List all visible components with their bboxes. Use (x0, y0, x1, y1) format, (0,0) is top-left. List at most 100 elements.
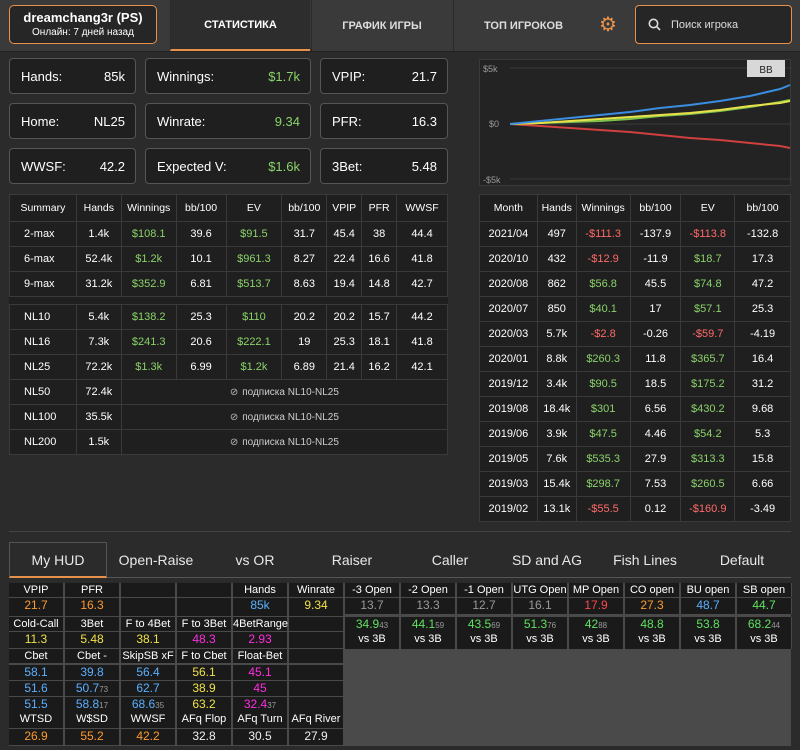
table-row[interactable]: NL25 72.2k $1.3k 6.99 $1.2k 6.89 21.4 16.2 42.1 (9, 354, 448, 380)
table-cell: 15.4k (536, 471, 577, 497)
search-input[interactable]: Поиск игрока (635, 5, 792, 44)
hud-tab-sd-and-ag[interactable]: SD and AG (511, 552, 583, 568)
hud-cbet-value: 32.437 (233, 697, 288, 712)
table-cell: 15.8 (734, 446, 791, 472)
hud-tab-vs-or[interactable]: vs OR (235, 552, 275, 568)
hud-empty (177, 583, 232, 597)
hud-value-position: 27.3 (625, 598, 680, 614)
hud-cbet-value: 63.2 (177, 697, 232, 712)
table-row-locked[interactable]: NL100 35.5k ⊘ подписка NL10-NL25 (9, 404, 449, 430)
table-row[interactable]: 2019/05 7.6k $535.3 27.9 $313.3 15.8 (479, 446, 791, 472)
table-cell: 31.2 (734, 371, 791, 397)
bb-badge-bg[interactable] (747, 60, 785, 77)
table-cell: 7.6k (536, 446, 577, 472)
table-cell: 14.8 (361, 271, 398, 297)
table-cell: -$111.3 (575, 221, 631, 247)
table-cell: 7.53 (629, 471, 682, 497)
table-cell: $260.5 (680, 471, 736, 497)
table-row[interactable]: 9-max 31.2k $352.9 6.81 $513.7 8.63 19.4 14.8 42… (9, 271, 448, 297)
table-row[interactable]: 2020/08 862 $56.8 45.5 $74.8 47.2 (479, 271, 791, 297)
table-row[interactable]: 2020/03 5.7k -$2.8 -0.26 -$59.7 -4.19 (479, 321, 791, 347)
month-label: 2020/01 (479, 346, 538, 372)
table-cell: $1.3k (120, 354, 177, 380)
table-cell: 3.9k (536, 421, 577, 447)
hud-label-position: MP Open (569, 583, 624, 597)
month-label: 2020/07 (479, 296, 538, 322)
hud-tab-default[interactable]: Default (719, 552, 765, 568)
subscription-cell[interactable]: ⊘ подписка NL10-NL25 (120, 429, 449, 455)
stat-ev-value: $1.6k (268, 158, 300, 174)
col-bb100: bb/100 (175, 194, 227, 222)
table-separator (9, 296, 448, 305)
bb-badge[interactable]: BB (759, 65, 773, 76)
player-card[interactable]: dreamchang3r (PS) Онлайн: 7 дней назад (9, 5, 157, 44)
tab-statistics[interactable]: СТАТИСТИКА (170, 0, 310, 51)
table-cell: 20.2 (281, 304, 328, 330)
table-row-locked[interactable]: NL50 72.4k ⊘ подписка NL10-NL25 (9, 379, 449, 405)
tab-top-players[interactable]: ТОП ИГРОКОВ (453, 0, 593, 51)
y-label-bottom: -$5k (483, 175, 501, 185)
month-table: Month Hands Winnings bb/100 EV bb/100 20… (479, 194, 791, 522)
table-row[interactable]: 2019/12 3.4k $90.5 18.5 $175.2 31.2 (479, 371, 791, 397)
table-cell: 7.3k (75, 329, 122, 355)
stat-home-value: NL25 (93, 113, 125, 129)
stat-wwsf-label: WWSF: (21, 158, 66, 174)
hud-tab-raiser[interactable]: Raiser (331, 552, 373, 568)
tab-game-graph[interactable]: ГРАФИК ИГРЫ (311, 0, 452, 51)
hud-label-vpip: VPIP (9, 583, 64, 597)
month-label: 2019/12 (479, 371, 538, 397)
hud-value-afturn: 30.5 (233, 729, 288, 745)
table-row[interactable]: 2020/10 432 -$12.9 -11.9 $18.7 17.3 (479, 246, 791, 272)
hud-label-pfr: PFR (65, 583, 120, 597)
graph-svg: $5k $0 -$5k BB (483, 60, 792, 185)
table-row[interactable]: 2019/08 18.4k $301 6.56 $430.2 9.68 (479, 396, 791, 422)
gear-icon[interactable]: ⚙ (599, 14, 617, 36)
table-cell: $1.2k (225, 354, 283, 380)
table-row[interactable]: 2019/03 15.4k $298.7 7.53 $260.5 6.66 (479, 471, 791, 497)
hud-vs3b-value-value: 44.1 (411, 617, 436, 631)
hud-vs3b-value-count: 69 (491, 621, 501, 630)
hud-tab-fish-lines[interactable]: Fish Lines (613, 552, 677, 568)
hud-label-skipsb: SkipSB xF (121, 649, 176, 663)
hud-vs3b-value-count: 44 (771, 621, 781, 630)
table-row[interactable]: 2020/07 850 $40.1 17 $57.1 25.3 (479, 296, 791, 322)
table-row[interactable]: 6-max 52.4k $1.2k 10.1 $961.3 8.27 22.4 16.6 41.… (9, 246, 448, 272)
table-cell: 17.3 (734, 246, 791, 272)
table-cell: $57.1 (680, 296, 736, 322)
table-row[interactable]: NL16 7.3k $241.3 20.6 $222.1 19 25.3 18.1 41.8 (9, 329, 448, 355)
subscription-cell[interactable]: ⊘ подписка NL10-NL25 (120, 404, 449, 430)
winnings-graph[interactable]: $5k $0 -$5k BB (479, 59, 792, 186)
month-label: 2019/06 (479, 421, 538, 447)
player-online-status: Онлайн: 7 дней назад (32, 27, 134, 38)
table-cell: -$113.8 (680, 221, 736, 247)
table-row[interactable]: NL10 5.4k $138.2 25.3 $110 20.2 20.2 15.7 44.2 (9, 304, 448, 330)
hud-vs3b-value-value: 51.3 (523, 617, 548, 631)
hud-cbet-value-count: 37 (267, 701, 277, 710)
col-summary: Summary (9, 194, 77, 222)
table-row[interactable]: 2021/04 497 -$111.3 -137.9 -$113.8 -132.8 (479, 221, 791, 247)
table-cell: 16.6 (361, 246, 398, 272)
table-cell: 5.4k (75, 304, 122, 330)
table-row[interactable]: 2020/01 8.8k $260.3 11.8 $365.7 16.4 (479, 346, 791, 372)
table-cell: $313.3 (680, 446, 736, 472)
stat-pfr-label: PFR: (332, 113, 362, 129)
hud-value-hands: 85k (233, 598, 288, 616)
hud-cbet-value: 45 (233, 681, 288, 696)
table-cell: $54.2 (680, 421, 736, 447)
hud-empty (177, 598, 232, 616)
hud-empty (289, 681, 344, 696)
table-row[interactable]: 2-max 1.4k $108.1 39.6 $91.5 31.7 45.4 38 44.4 (9, 221, 448, 247)
table-cell: 1.4k (75, 221, 122, 247)
table-row[interactable]: 2019/06 3.9k $47.5 4.46 $54.2 5.3 (479, 421, 791, 447)
hud-value-wtsd: 26.9 (9, 729, 64, 745)
hud-tab-caller[interactable]: Caller (431, 552, 469, 568)
hud-tab-open-raise[interactable]: Open-Raise (118, 552, 194, 568)
table-cell: -4.19 (734, 321, 791, 347)
table-row[interactable]: 2019/02 13.1k -$55.5 0.12 -$160.9 -3.49 (479, 496, 791, 522)
subscription-cell[interactable]: ⊘ подписка NL10-NL25 (120, 379, 449, 405)
hud-value-position: 16.1 (513, 598, 568, 614)
row-label: NL50 (9, 379, 77, 405)
stat-winrate: Winrate: 9.34 (145, 103, 311, 139)
hud-tab-my-hud[interactable]: My HUD (9, 542, 107, 578)
table-row-locked[interactable]: NL200 1.5k ⊘ подписка NL10-NL25 (9, 429, 449, 455)
